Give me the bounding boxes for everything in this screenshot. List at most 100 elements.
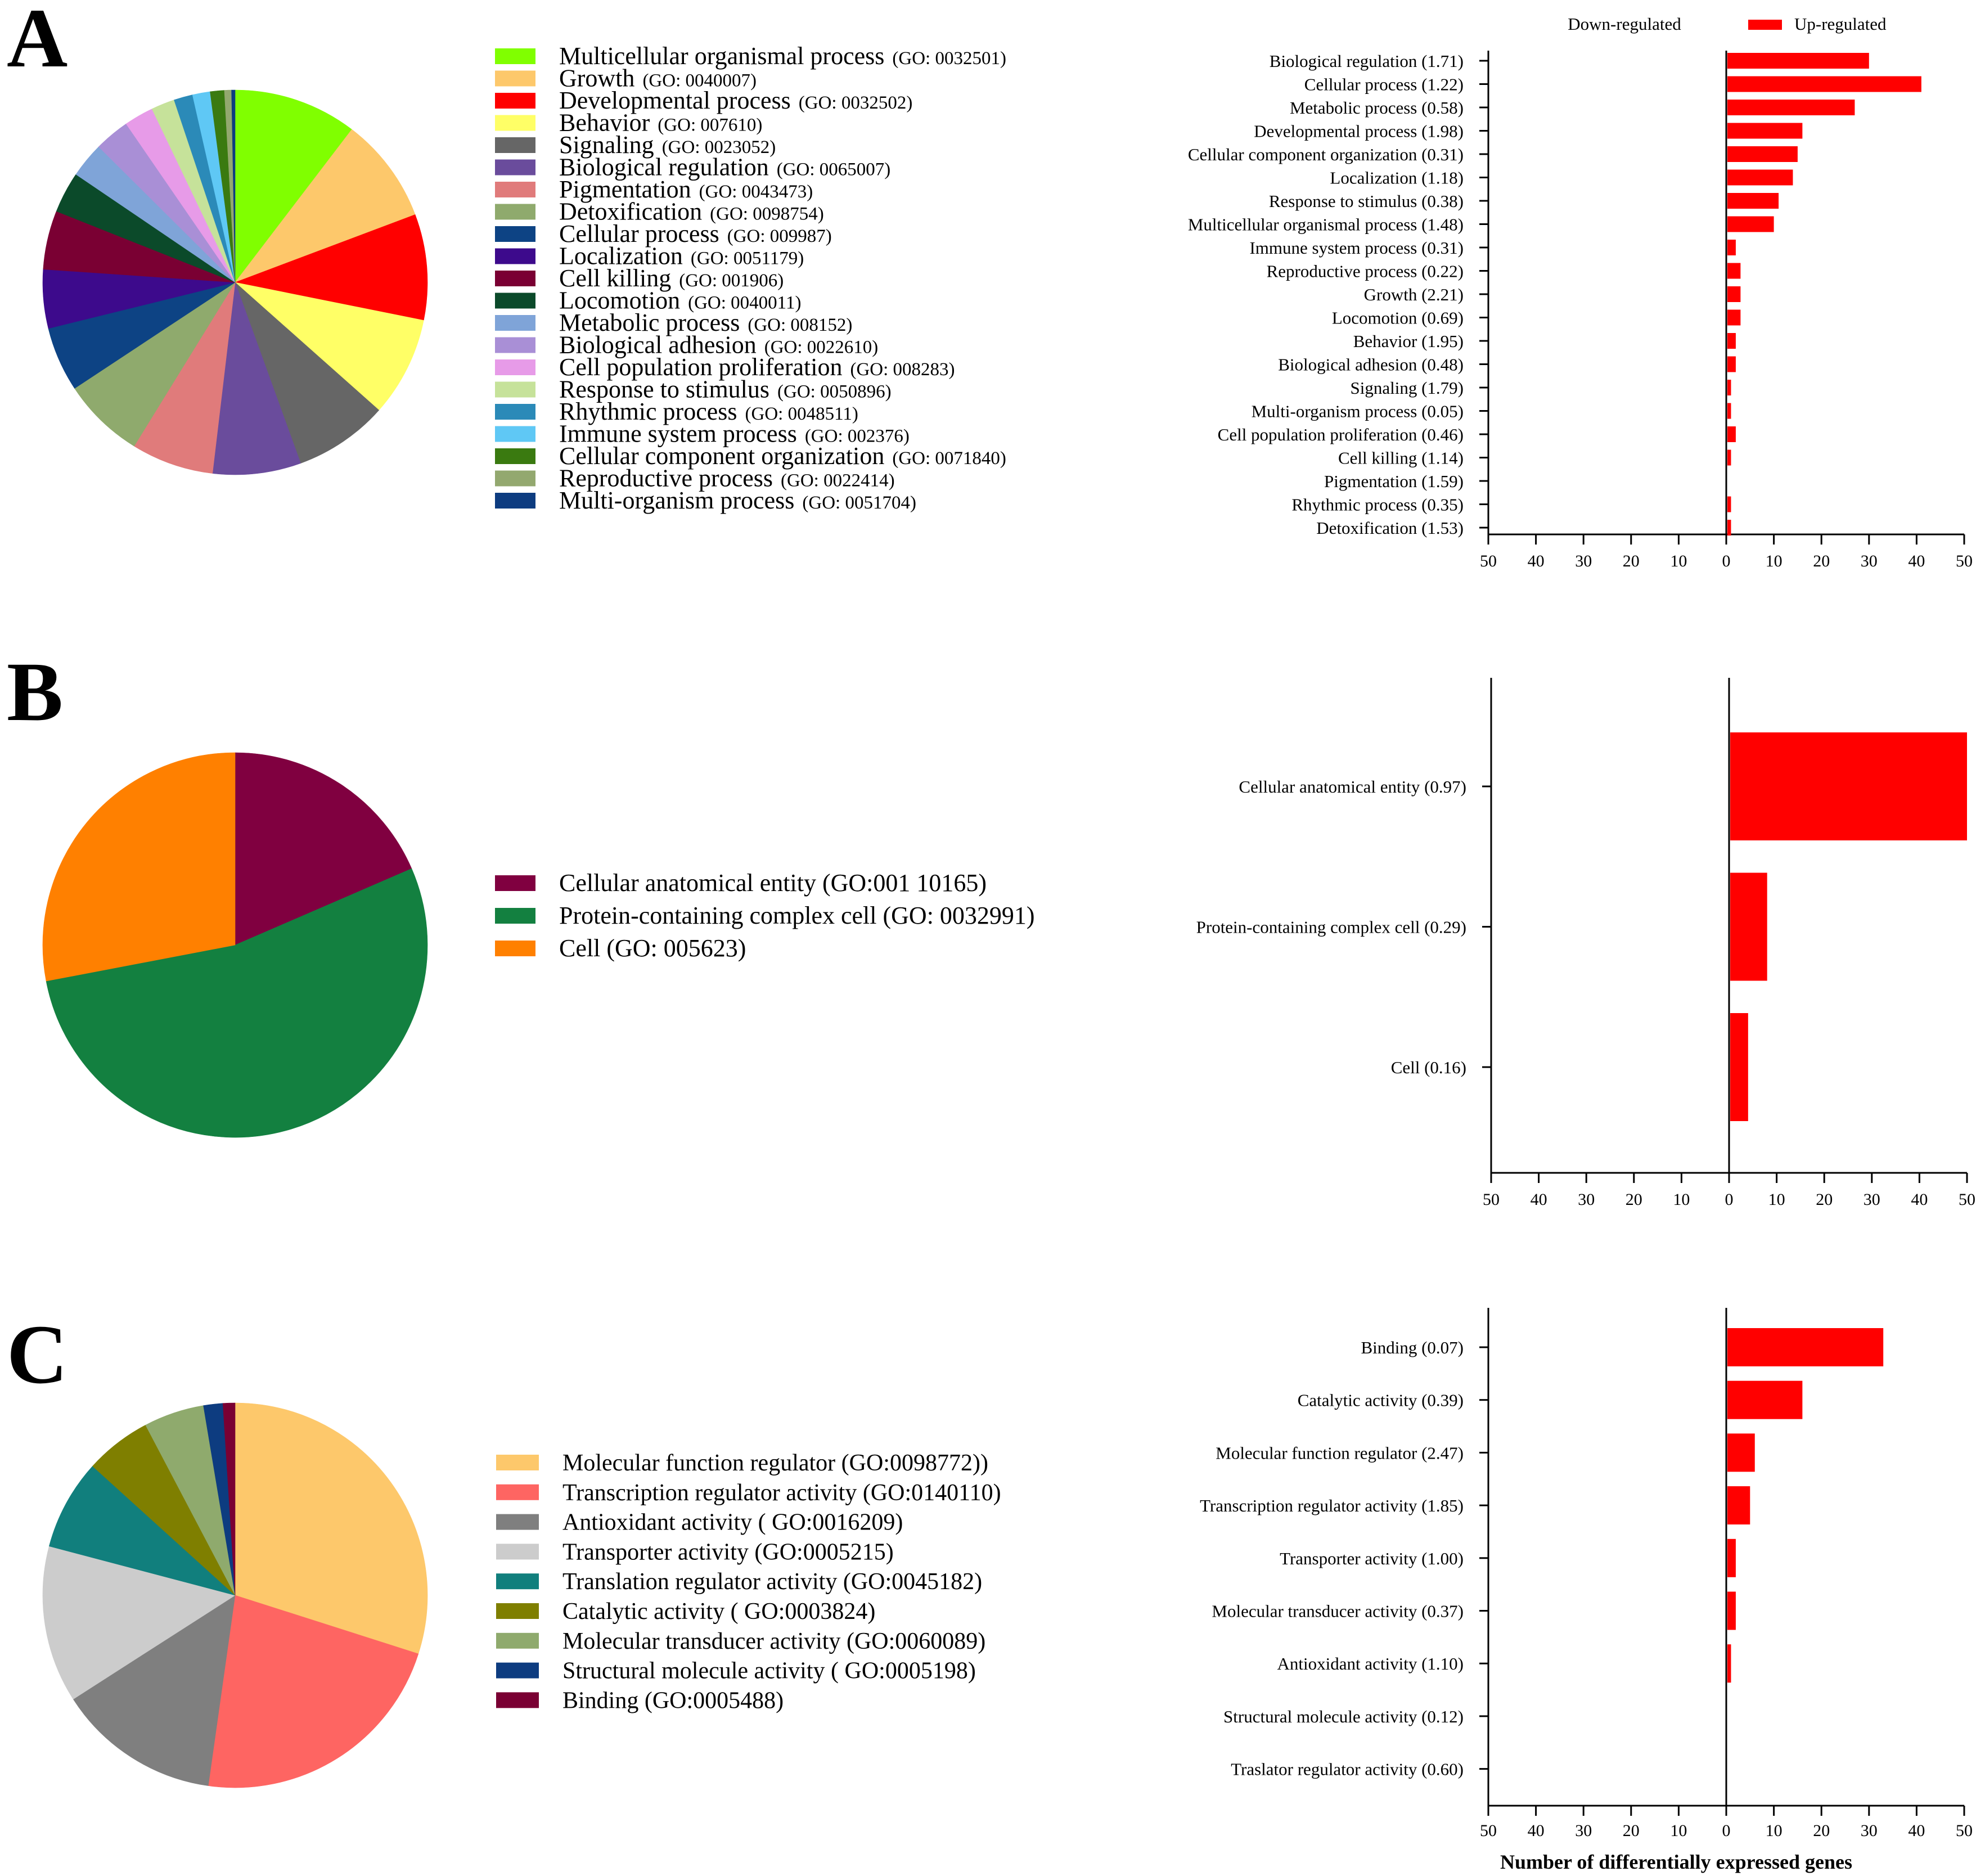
bar xyxy=(1727,263,1741,279)
legend-item: Biological adhesion (GO: 0022610) xyxy=(495,331,878,359)
legend-label-text: Signaling xyxy=(559,131,654,159)
legend-label: Binding (GO:0005488) xyxy=(562,1688,784,1713)
bar-category-label: Biological regulation (1.71) xyxy=(1270,51,1464,71)
x-tick-label: 40 xyxy=(1528,552,1545,570)
legend-label: Cell (GO: 005623) xyxy=(559,934,746,962)
pie-slice xyxy=(212,282,301,475)
legend-go-id: (GO: 0032502) xyxy=(799,93,913,113)
legend-label: Cellular process (GO: 009987) xyxy=(559,220,832,248)
legend-item: Structural molecule activity ( GO:000519… xyxy=(496,1658,976,1684)
legend-label-text: Locomotion xyxy=(559,287,680,314)
legend-go-id: (GO: 0023052) xyxy=(662,137,776,158)
x-tick-label: 30 xyxy=(1861,552,1878,570)
bar xyxy=(1727,426,1736,442)
legend-label: Molecular function regulator (GO:0098772… xyxy=(562,1450,988,1476)
legend-swatch xyxy=(495,115,535,131)
legend-label-text: Transporter activity (GO:0005215) xyxy=(562,1539,894,1565)
legend-label: Cell killing (GO: 001906) xyxy=(559,264,784,292)
pie-slice xyxy=(235,129,416,283)
legend-go-id: (GO: 007610) xyxy=(658,115,762,136)
x-tick-label: 50 xyxy=(1480,552,1497,570)
bar xyxy=(1727,123,1803,139)
x-tick-label: 30 xyxy=(1575,1821,1592,1840)
bar-category-label: Transporter activity (1.00) xyxy=(1280,1549,1464,1568)
pie-chart xyxy=(42,89,428,475)
bar xyxy=(1727,1591,1736,1630)
legend-label-text: Multicellular organismal process xyxy=(559,42,884,70)
legend-label-text: Localization xyxy=(559,242,683,270)
legend-up-swatch xyxy=(1748,20,1782,30)
bar-chart: 50 40 30 20 10 0 10 20 30 40 50 Binding (0.07) Catal… xyxy=(1200,1308,1973,1873)
pie-slice xyxy=(42,752,236,982)
pie-legend: Cellular anatomical entity (GO:001 10165… xyxy=(495,869,1035,962)
x-tick-label: 30 xyxy=(1864,1190,1880,1209)
x-tick-label: 20 xyxy=(1813,552,1830,570)
bar-chart: 50 40 30 20 10 0 10 20 30 40 50 Biological regulati… xyxy=(1188,14,1973,570)
bar-category-label: Multicellular organismal process (1.48) xyxy=(1188,215,1464,235)
legend-label: Response to stimulus (GO: 0050896) xyxy=(559,376,892,403)
legend-label: Developmental process (GO: 0032502) xyxy=(559,87,912,114)
legend-label: Locomotion (GO: 0040011) xyxy=(559,287,801,314)
legend-label-text: Multi-organism process xyxy=(559,487,794,514)
x-tick-label: 50 xyxy=(1480,1821,1497,1840)
legend-go-id: (GO: 0022414) xyxy=(781,471,895,491)
legend-item: Growth (GO: 0040007) xyxy=(495,65,757,92)
legend-label-text: Cellular process xyxy=(559,220,719,248)
legend-label-text: Detoxification xyxy=(559,198,702,226)
x-tick-label: 10 xyxy=(1673,1190,1690,1209)
bar xyxy=(1727,240,1736,255)
legend-go-id: (GO: 0040007) xyxy=(642,71,757,91)
bar-category-label: Behavior (1.95) xyxy=(1353,331,1464,351)
x-tick-label: 20 xyxy=(1623,552,1640,570)
legend-label-text: Cell (GO: 005623) xyxy=(559,934,746,962)
legend-item: Cell population proliferation (GO: 008283… xyxy=(495,353,955,381)
pie-legend: Molecular function regulator (GO:0098772… xyxy=(496,1450,1001,1713)
legend-item: Pigmentation (GO: 0043473) xyxy=(495,176,813,203)
bar-category-label: Cellular component organization (0.31) xyxy=(1188,145,1464,164)
legend-go-id: (GO: 0043473) xyxy=(699,182,813,202)
bar-category-label: Biological adhesion (0.48) xyxy=(1278,355,1464,375)
legend-label-text: Developmental process xyxy=(559,87,791,114)
legend-swatch xyxy=(496,1603,539,1619)
bar xyxy=(1727,1644,1731,1683)
legend-label: Protein-containing complex cell (GO: 003… xyxy=(559,902,1035,929)
legend-label-text: Response to stimulus xyxy=(559,376,769,403)
legend-swatch xyxy=(495,137,535,153)
x-tick-label: 10 xyxy=(1766,1821,1783,1840)
pie-slice xyxy=(208,1595,419,1788)
legend-label: Transporter activity (GO:0005215) xyxy=(562,1539,894,1565)
legend-label-text: Cell population proliferation xyxy=(559,353,842,381)
legend-go-id: (GO: 0051704) xyxy=(802,493,916,513)
legend-go-id: (GO: 001906) xyxy=(679,271,784,291)
legend-swatch xyxy=(495,493,535,509)
legend-swatch xyxy=(495,359,535,375)
bar xyxy=(1727,286,1741,302)
pie-slice xyxy=(74,282,236,447)
legend-item: Behavior (GO: 007610) xyxy=(495,109,762,137)
legend-item: Translation regulator activity (GO:00451… xyxy=(496,1569,982,1595)
x-axis-title: Number of differentially expressed genes xyxy=(1500,1851,1852,1873)
legend-label-text: Catalytic activity ( GO:0003824) xyxy=(562,1599,875,1625)
bar-category-label: Cellular anatomical entity (0.97) xyxy=(1239,777,1466,797)
legend-swatch xyxy=(495,908,535,924)
bar xyxy=(1730,872,1767,981)
legend-go-id: (GO: 0051179) xyxy=(691,249,804,269)
bar-category-label: Antioxidant activity (1.10) xyxy=(1277,1654,1464,1673)
legend-go-id: (GO: 0040011) xyxy=(688,293,801,313)
legend-label: Metabolic process (GO: 008152) xyxy=(559,309,852,336)
legend-label-text: Biological regulation xyxy=(559,154,769,181)
x-tick-label: 30 xyxy=(1861,1821,1878,1840)
bar xyxy=(1727,309,1741,326)
pie-slice xyxy=(134,282,236,474)
bar xyxy=(1727,1328,1884,1366)
legend-label: Immune system process (GO: 002376) xyxy=(559,420,910,448)
legend-swatch xyxy=(496,1692,539,1708)
x-tick-label: 50 xyxy=(1956,552,1973,570)
bar-category-label: Reproductive process (0.22) xyxy=(1267,262,1464,281)
bar xyxy=(1727,333,1736,349)
pie-slice xyxy=(231,89,236,283)
legend-go-id: (GO: 002376) xyxy=(805,426,910,447)
legend-swatch xyxy=(495,248,535,264)
legend-down-regulated: Down-regulated xyxy=(1568,14,1681,34)
legend-item: Metabolic process (GO: 008152) xyxy=(495,309,852,336)
